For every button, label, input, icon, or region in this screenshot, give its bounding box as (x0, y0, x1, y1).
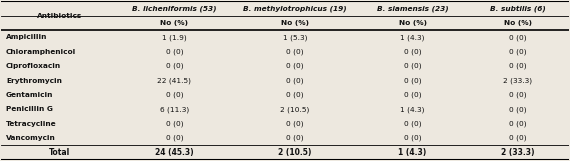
Text: 24 (45.3): 24 (45.3) (155, 148, 194, 157)
Text: 1 (5.3): 1 (5.3) (283, 34, 307, 41)
Text: 0 (0): 0 (0) (404, 63, 421, 69)
Text: No (%): No (%) (398, 20, 426, 26)
Text: 1 (4.3): 1 (4.3) (400, 34, 425, 41)
Text: 0 (0): 0 (0) (165, 135, 183, 141)
Text: 0 (0): 0 (0) (286, 120, 304, 127)
Text: Gentamicin: Gentamicin (6, 92, 54, 98)
Text: 2 (33.3): 2 (33.3) (503, 77, 532, 84)
Text: 0 (0): 0 (0) (509, 34, 526, 41)
Text: Erythromycin: Erythromycin (6, 77, 62, 84)
Text: B. siamensis (23): B. siamensis (23) (377, 5, 449, 12)
Text: Tetracycline: Tetracycline (6, 121, 56, 127)
Text: Chloramphenicol: Chloramphenicol (6, 49, 76, 55)
Text: 22 (41.5): 22 (41.5) (157, 77, 192, 84)
Text: 0 (0): 0 (0) (165, 120, 183, 127)
Text: Vancomycin: Vancomycin (6, 135, 56, 141)
Text: 0 (0): 0 (0) (404, 135, 421, 141)
Text: 0 (0): 0 (0) (286, 135, 304, 141)
Text: Penicillin G: Penicillin G (6, 106, 53, 112)
Text: 0 (0): 0 (0) (509, 106, 526, 113)
Text: 0 (0): 0 (0) (165, 48, 183, 55)
Text: 0 (0): 0 (0) (165, 92, 183, 98)
Text: Ampicillin: Ampicillin (6, 34, 47, 40)
Text: 0 (0): 0 (0) (404, 48, 421, 55)
Text: 0 (0): 0 (0) (509, 48, 526, 55)
Text: 2 (10.5): 2 (10.5) (280, 106, 310, 113)
Text: B. subtilis (6): B. subtilis (6) (490, 5, 545, 12)
Text: 2 (10.5): 2 (10.5) (278, 148, 312, 157)
Text: B. licheniformis (53): B. licheniformis (53) (132, 5, 217, 12)
Text: 1 (4.3): 1 (4.3) (400, 106, 425, 113)
Text: 1 (1.9): 1 (1.9) (162, 34, 187, 41)
Text: 0 (0): 0 (0) (509, 120, 526, 127)
Text: 1 (4.3): 1 (4.3) (398, 148, 427, 157)
Text: 0 (0): 0 (0) (286, 92, 304, 98)
Text: 0 (0): 0 (0) (404, 92, 421, 98)
Text: 6 (11.3): 6 (11.3) (160, 106, 189, 113)
Text: 0 (0): 0 (0) (509, 63, 526, 69)
Text: 0 (0): 0 (0) (404, 77, 421, 84)
Text: Total: Total (49, 148, 70, 157)
Text: No (%): No (%) (160, 20, 189, 26)
Text: No (%): No (%) (503, 20, 532, 26)
Text: 0 (0): 0 (0) (509, 92, 526, 98)
Text: 2 (33.3): 2 (33.3) (501, 148, 534, 157)
Text: 0 (0): 0 (0) (165, 63, 183, 69)
Text: 0 (0): 0 (0) (286, 48, 304, 55)
Text: B. methylotrophicus (19): B. methylotrophicus (19) (243, 5, 347, 12)
Text: Ciprofloxacin: Ciprofloxacin (6, 63, 61, 69)
Text: 0 (0): 0 (0) (404, 120, 421, 127)
Text: 0 (0): 0 (0) (286, 77, 304, 84)
Text: 0 (0): 0 (0) (509, 135, 526, 141)
Text: No (%): No (%) (281, 20, 309, 26)
Text: 0 (0): 0 (0) (286, 63, 304, 69)
Text: Antibiotics: Antibiotics (37, 13, 82, 19)
